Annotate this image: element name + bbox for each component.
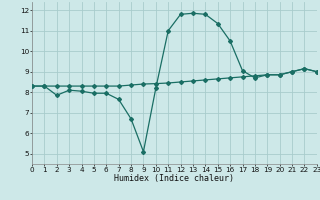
X-axis label: Humidex (Indice chaleur): Humidex (Indice chaleur) xyxy=(115,174,234,183)
